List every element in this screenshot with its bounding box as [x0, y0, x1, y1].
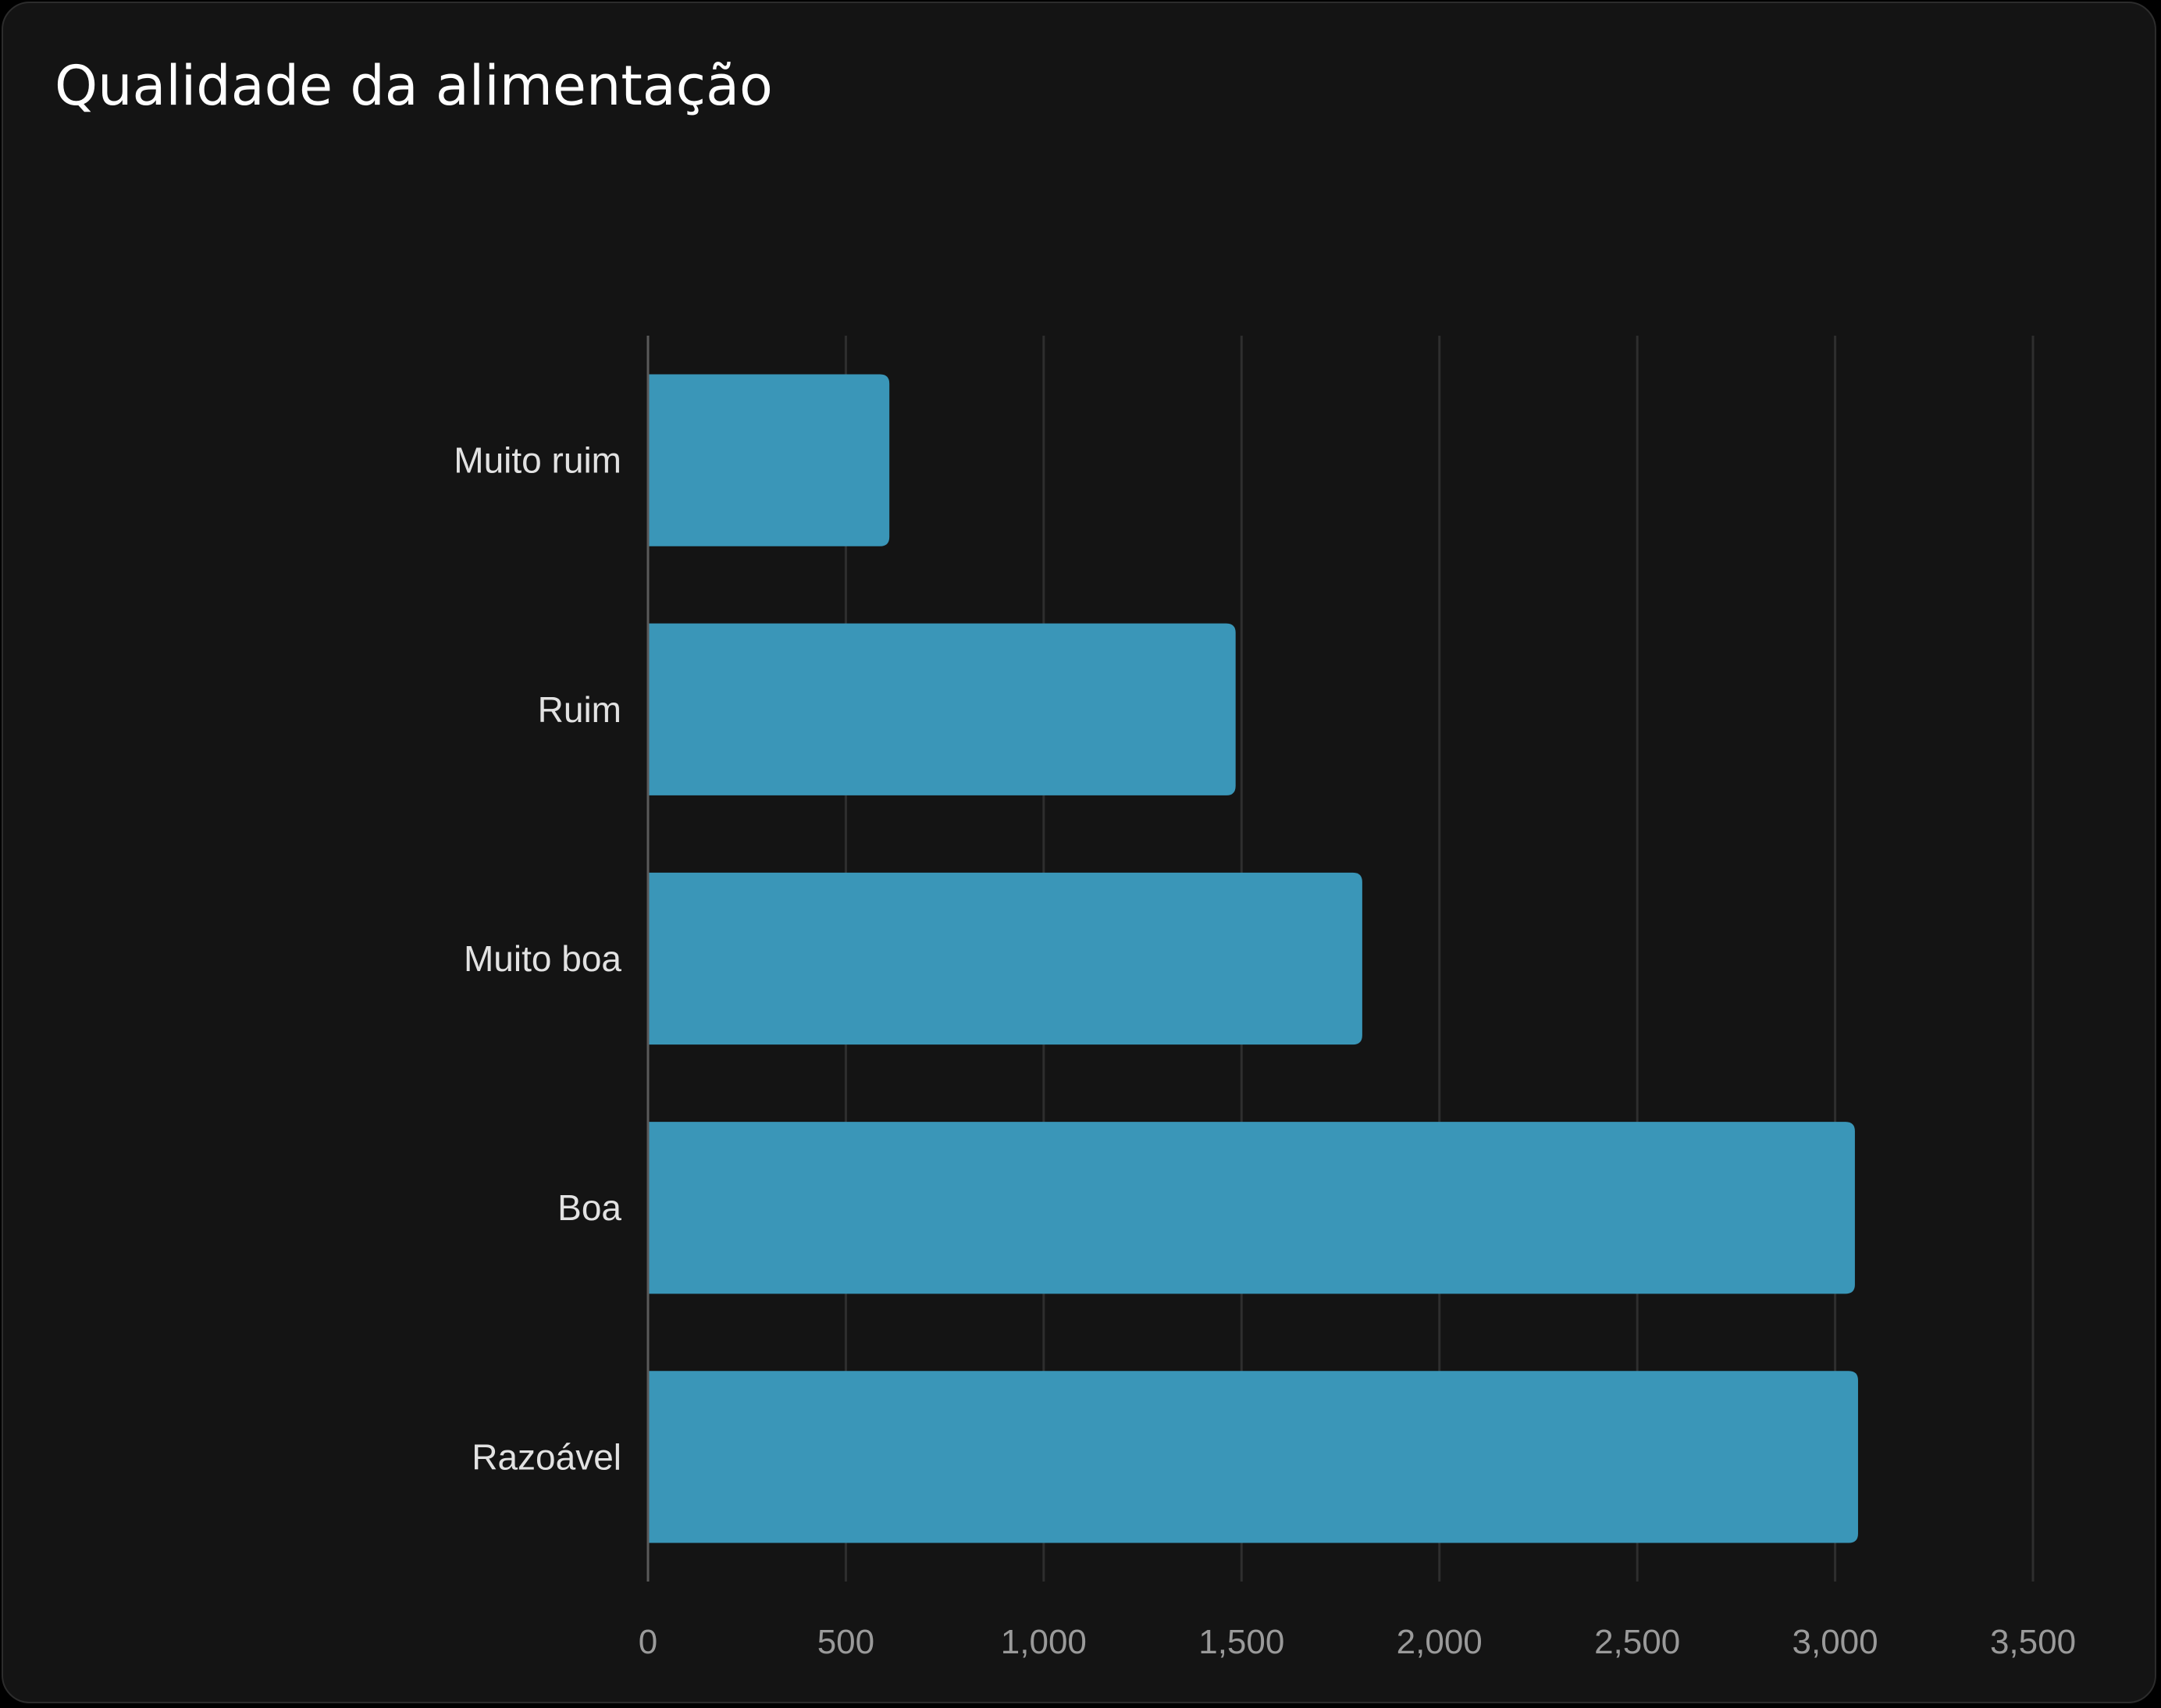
bar[interactable]	[648, 872, 1362, 1045]
category-label: Muito boa	[464, 938, 621, 979]
x-tick-label: 3,500	[1990, 1623, 2076, 1661]
category-label: Muito ruim	[454, 440, 621, 481]
bar[interactable]	[648, 623, 1236, 795]
bar[interactable]	[648, 374, 890, 546]
bar[interactable]	[648, 1122, 1855, 1294]
x-tick-label: 2,500	[1594, 1623, 1680, 1661]
x-tick-label: 1,500	[1198, 1623, 1284, 1661]
category-label: Boa	[557, 1187, 621, 1228]
x-tick-label: 500	[817, 1623, 874, 1661]
x-axis-tick-labels: 0 500 1,000 1,500 2,000 2,500 3,000 3,500	[639, 1623, 2076, 1661]
bars	[648, 374, 1858, 1543]
y-axis-category-labels: Muito ruim Ruim Muito boa Boa Razoável	[454, 440, 621, 1478]
chart-title: Qualidade da alimentação	[55, 54, 773, 118]
x-tick-label: 3,000	[1793, 1623, 1878, 1661]
category-label: Ruim	[538, 689, 621, 730]
category-label: Razoável	[472, 1436, 621, 1477]
bar[interactable]	[648, 1371, 1858, 1543]
x-tick-label: 1,000	[1001, 1623, 1087, 1661]
x-tick-label: 2,000	[1397, 1623, 1483, 1661]
x-tick-label: 0	[639, 1623, 657, 1661]
